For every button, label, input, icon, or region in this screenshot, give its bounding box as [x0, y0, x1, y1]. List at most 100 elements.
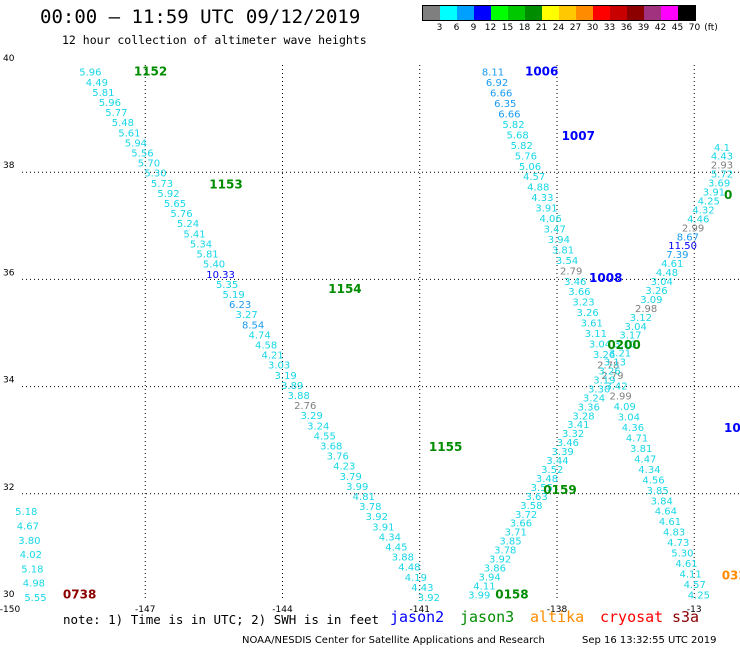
- swh-value-label: 3.27: [235, 310, 257, 321]
- swh-value-label: 4.09: [614, 402, 636, 413]
- y-tick-label: 34: [3, 376, 15, 386]
- legend-swatch: [644, 6, 661, 20]
- swh-value-label: 4.57: [523, 172, 545, 183]
- swh-value-label: 5.41: [183, 229, 205, 240]
- swh-value-label: 3.66: [568, 287, 590, 298]
- swh-value-label: 3.26: [645, 286, 667, 297]
- swh-value-label: 4.61: [675, 559, 697, 570]
- footer-note: note: 1) Time is in UTC; 2) SWH is in fe…: [63, 612, 380, 627]
- swh-value-label: 3.79: [340, 472, 362, 483]
- swh-value-label: 3.89: [281, 381, 303, 392]
- legend-swatch: [525, 6, 542, 20]
- credit-text: NOAA/NESDIS Center for Satellite Applica…: [242, 635, 545, 646]
- swh-value-label: 3.63: [525, 492, 547, 503]
- x-tick-label: -150: [0, 605, 20, 615]
- swh-value-label: 4.58: [255, 340, 277, 351]
- swh-value-label: 8.67: [677, 232, 699, 243]
- legend-label: 39: [637, 23, 650, 33]
- y-tick-label: 30: [3, 590, 15, 600]
- swh-value-label: 3.88: [392, 553, 414, 564]
- swh-value-label: 5.81: [196, 250, 218, 261]
- legend-swatches: [422, 5, 696, 21]
- swh-value-label: 4.98: [23, 579, 45, 590]
- satellite-name-s3a: s3a: [672, 608, 700, 626]
- swh-value-label: 3.48: [536, 474, 558, 485]
- pass-time-label: 1009: [724, 421, 740, 435]
- pass-time-label: 0738: [63, 587, 96, 601]
- time-label-layer: 1152 1153 1154 1155 1006 1007 1008 1009 0200 0159…: [63, 65, 740, 602]
- y-tick-label: 36: [3, 268, 15, 278]
- swh-value-label: 3.58: [520, 501, 542, 512]
- legend-label: 36: [620, 23, 633, 33]
- swh-value-label: 5.70: [138, 159, 160, 170]
- swh-value-label: 3.84: [651, 496, 673, 507]
- swh-value-label: 3.26: [593, 350, 615, 361]
- swh-value-label: 3.69: [708, 179, 730, 190]
- swh-value-label: 4.61: [661, 259, 683, 270]
- swh-value-label: 10.33: [206, 270, 235, 281]
- swh-value-label: 3.78: [494, 546, 516, 557]
- swh-value-label: 3.23: [572, 298, 594, 309]
- swh-value-label: 3.12: [630, 313, 652, 324]
- swh-value-label: 3.92: [366, 512, 388, 523]
- swh-value-label: 3.72: [515, 510, 537, 521]
- swh-value-label: 3.04: [589, 339, 611, 350]
- swh-value-label: 3.46: [564, 277, 586, 288]
- swh-value-label: 4.57: [684, 580, 706, 591]
- swh-value-label: 3.32: [562, 429, 584, 440]
- swh-value-label: 3.36: [578, 402, 600, 413]
- legend-swatch: [678, 6, 695, 20]
- swh-value-label: 3.54: [556, 256, 578, 267]
- pass-time-label: 1155: [429, 440, 462, 454]
- swh-value-label: 3.19: [275, 371, 297, 382]
- swh-value-label: 3.09: [640, 295, 662, 306]
- swh-value-label: 4.83: [663, 528, 685, 539]
- swh-value-label: 3.28: [572, 411, 594, 422]
- swh-value-label: 5.18: [21, 564, 43, 575]
- swh-value-label: 3.24: [307, 421, 329, 432]
- tick-layer: -150 -147 -144 -141 -138 -13 30 32 34 36 38 40: [0, 54, 702, 615]
- swh-value-label: 3.44: [546, 456, 568, 467]
- pass-time-label: 0: [724, 188, 732, 202]
- swh-value-label: 2.99: [609, 392, 631, 403]
- swh-value-label: 4.49: [86, 78, 108, 89]
- swh-value-label: 5.35: [216, 280, 238, 291]
- swh-value-label: 4.33: [531, 193, 553, 204]
- swh-value-label: 5.96: [79, 68, 101, 79]
- swh-value-label: 4.61: [659, 517, 681, 528]
- swh-value-label: 5.77: [105, 108, 127, 119]
- swh-value-label: 4.74: [248, 330, 270, 341]
- swh-value-label: 2.98: [635, 304, 657, 315]
- satellite-name-cryosat: cryosat: [600, 608, 664, 626]
- swh-value-label: 5.81: [92, 88, 114, 99]
- pass-time-label: 1152: [134, 65, 167, 79]
- legend-label: 45: [671, 23, 684, 33]
- swh-value-label: 3.21: [609, 349, 631, 360]
- legend-labels: 3 6 9 12 15 18 21 24 27 30 33 36 39 42 45 70 (ft): [422, 21, 718, 33]
- swh-value-label: 5.19: [222, 290, 244, 301]
- pass-time-label: 1153: [209, 177, 242, 191]
- swh-value-label: 4.34: [379, 532, 401, 543]
- swh-value-label: 2.78: [597, 360, 619, 371]
- x-tick-label: -144: [272, 605, 293, 615]
- swh-value-label: 4.56: [642, 475, 664, 486]
- swh-value-label: 2.99: [682, 223, 704, 234]
- legend-label: 30: [586, 23, 599, 33]
- swh-value-label: 4.43: [411, 583, 433, 594]
- swh-value-label: 3.42: [605, 381, 627, 392]
- swh-value-label: 8.11: [482, 68, 504, 79]
- legend-swatch: [627, 6, 644, 20]
- swh-value-label: 3.86: [484, 563, 506, 574]
- satellite-name-altika: altika: [530, 608, 585, 626]
- pass-time-label: 1154: [328, 282, 361, 296]
- legend-label: 42: [654, 23, 667, 33]
- swh-value-label: 3.71: [505, 528, 527, 539]
- legend-label: 15: [501, 23, 514, 33]
- swh-value-label: 5.72: [711, 170, 733, 181]
- swh-value-label: 3.68: [320, 441, 342, 452]
- legend-swatch: [457, 6, 474, 20]
- legend-label: 33: [603, 23, 616, 33]
- x-tick-label: -141: [410, 605, 430, 615]
- swh-value-label: 3.81: [552, 245, 574, 256]
